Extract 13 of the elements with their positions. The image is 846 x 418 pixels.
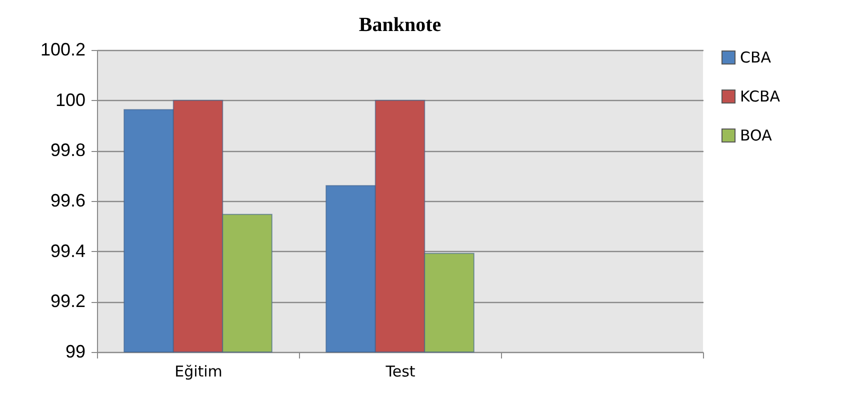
legend-label: KCBA xyxy=(740,88,781,106)
y-tick-label: 99.6 xyxy=(50,190,86,210)
x-tick-label: Test xyxy=(384,362,416,380)
y-tick-label: 99.8 xyxy=(50,140,86,160)
y-tick-label: 99.2 xyxy=(50,291,86,312)
y-tick-label: 100.2 xyxy=(40,40,86,60)
legend-label: BOA xyxy=(740,126,773,144)
y-tick-label: 100 xyxy=(55,90,86,110)
chart-title: Banknote xyxy=(358,14,442,36)
y-tick-label: 99 xyxy=(65,342,86,362)
y-tick-label: 99.4 xyxy=(50,240,86,261)
legend-label: CBA xyxy=(740,48,772,66)
x-tick-label: Eğitim xyxy=(174,362,222,380)
